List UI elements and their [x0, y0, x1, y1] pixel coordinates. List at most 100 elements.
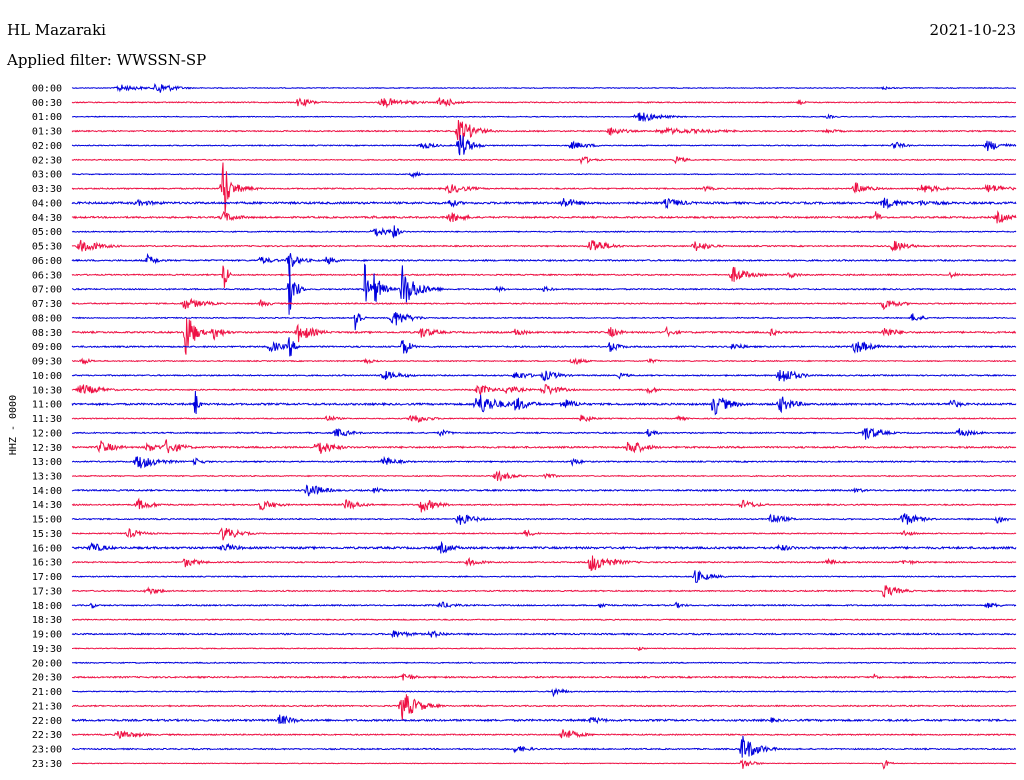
time-tick-label: 02:00: [32, 141, 62, 152]
time-tick-label: 07:00: [32, 285, 62, 296]
trace-line: [71, 383, 1017, 396]
trace-line: [71, 470, 1016, 482]
trace-line: [71, 318, 1017, 355]
trace-line: [71, 687, 1017, 698]
trace-line: [71, 390, 1017, 416]
time-tick-label: 22:30: [32, 730, 62, 741]
trace-line: [71, 239, 1017, 252]
time-tick-label: 14:30: [32, 500, 62, 511]
time-tick-label: 17:00: [32, 572, 62, 583]
time-tick-label: 09:30: [32, 357, 62, 368]
time-tick-label: 21:00: [32, 687, 62, 698]
trace-line: [71, 439, 1017, 454]
trace-line: [71, 252, 1017, 277]
time-tick-label: 12:30: [32, 443, 62, 454]
time-tick-label: 06:30: [32, 270, 62, 281]
station-title: HL Mazaraki: [7, 21, 106, 39]
time-tick-label: 01:30: [32, 127, 62, 138]
time-tick-label: 09:00: [32, 342, 62, 353]
time-tick-label: 03:30: [32, 184, 62, 195]
trace-line: [71, 156, 1017, 166]
time-tick-label: 23:00: [32, 745, 62, 756]
trace-line: [71, 265, 1017, 288]
trace-line: [71, 337, 1017, 357]
time-tick-label: 15:30: [32, 529, 62, 540]
trace-line: [71, 357, 1017, 365]
trace-line: [71, 427, 1017, 440]
trace-line: [71, 735, 1017, 758]
trace-line: [71, 112, 1017, 123]
time-tick-label: 16:30: [32, 558, 62, 569]
trace-line: [71, 97, 1017, 109]
time-tick-label: 07:30: [32, 299, 62, 310]
time-tick-label: 22:00: [32, 716, 62, 727]
time-tick-label: 08:00: [32, 313, 62, 324]
trace-line: [71, 82, 1016, 93]
time-tick-label: 06:00: [32, 256, 62, 267]
time-tick-label: 04:30: [32, 213, 62, 224]
time-tick-label: 02:30: [32, 155, 62, 166]
time-tick-label: 00:30: [32, 98, 62, 109]
trace-line: [71, 162, 1017, 214]
trace-line: [71, 694, 1017, 721]
trace-line: [71, 569, 1017, 583]
trace-line: [71, 513, 1016, 525]
time-tick-label: 20:30: [32, 673, 62, 684]
time-tick-label: 19:00: [32, 630, 62, 641]
trace-line: [71, 210, 1017, 224]
time-tick-labels: 00:00 00:30 01:00 01:30 02:00 02:30 03:00 03:30…: [32, 84, 62, 770]
time-tick-label: 05:00: [32, 227, 62, 238]
trace-line: [71, 714, 1017, 725]
time-tick-label: 21:30: [32, 701, 62, 712]
trace-line: [71, 414, 1017, 423]
channel-label: HHZ - 0000: [8, 395, 19, 455]
trace-line: [71, 135, 1017, 156]
trace-line: [71, 369, 1017, 382]
trace-line: [71, 729, 1016, 740]
seismic-traces: [71, 82, 1017, 770]
time-tick-label: 08:30: [32, 328, 62, 339]
trace-line: [71, 484, 1017, 497]
trace-line: [71, 170, 1017, 179]
trace-line: [71, 119, 1017, 142]
trace-line: [71, 540, 1017, 554]
date-label: 2021-10-23: [929, 21, 1016, 39]
time-tick-label: 18:30: [32, 615, 62, 626]
trace-line: [72, 455, 1017, 469]
trace-line: [72, 646, 1017, 652]
time-tick-label: 13:00: [32, 457, 62, 468]
time-tick-label: 11:30: [32, 414, 62, 425]
trace-line: [71, 197, 1017, 210]
time-tick-label: 04:00: [32, 198, 62, 209]
time-tick-label: 14:00: [32, 486, 62, 497]
trace-line: [71, 527, 1017, 541]
time-tick-label: 18:00: [32, 601, 62, 612]
time-tick-label: 23:30: [32, 759, 62, 770]
filter-label: Applied filter: WWSSN-SP: [7, 51, 207, 69]
trace-line: [71, 661, 1017, 665]
trace-line: [71, 311, 1016, 331]
time-tick-label: 15:00: [32, 515, 62, 526]
trace-line: [71, 497, 1017, 513]
trace-line: [71, 618, 1017, 622]
time-tick-label: 10:00: [32, 371, 62, 382]
time-tick-label: 03:00: [32, 170, 62, 181]
trace-line: [71, 672, 1017, 681]
time-tick-label: 00:00: [32, 84, 62, 95]
trace-line: [71, 601, 1017, 609]
time-tick-label: 16:00: [32, 543, 62, 554]
time-tick-label: 01:00: [32, 112, 62, 123]
trace-line: [71, 263, 1017, 315]
trace-line: [71, 225, 1017, 239]
time-tick-label: 19:30: [32, 644, 62, 655]
time-tick-label: 12:00: [32, 428, 62, 439]
time-tick-label: 05:30: [32, 242, 62, 253]
time-tick-label: 11:00: [32, 400, 62, 411]
time-tick-label: 17:30: [32, 586, 62, 597]
time-tick-label: 13:30: [32, 471, 62, 482]
trace-line: [71, 584, 1017, 598]
time-tick-label: 10:30: [32, 385, 62, 396]
time-tick-label: 20:00: [32, 658, 62, 669]
trace-line: [72, 758, 1017, 770]
